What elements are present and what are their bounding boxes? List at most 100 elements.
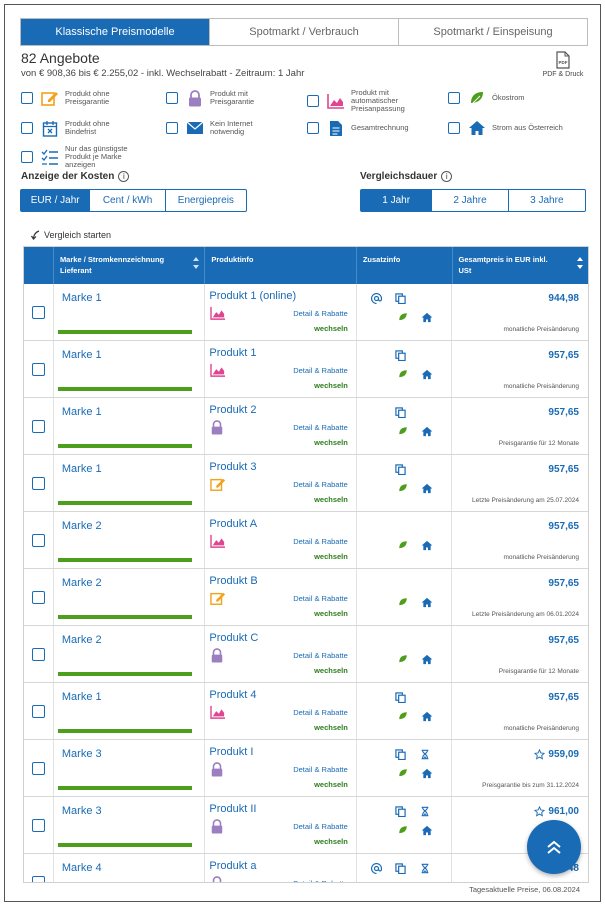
switch-link[interactable]: wechseln — [314, 381, 348, 390]
filter-oekostrom[interactable]: Ökostrom — [448, 89, 588, 107]
detail-rabatte-link[interactable]: Detail & Rabatte — [293, 879, 348, 882]
row-checkbox[interactable] — [31, 419, 45, 433]
filter-no-internet[interactable]: Kein Internet notwendig — [166, 119, 306, 137]
switch-link[interactable]: wechseln — [314, 552, 348, 561]
info-icon[interactable]: i — [441, 171, 453, 182]
brand-name[interactable]: Marke 2 — [61, 577, 102, 589]
brand-name[interactable]: Marke 3 — [61, 805, 102, 817]
checkbox[interactable] — [307, 122, 319, 134]
checkbox[interactable] — [21, 92, 33, 104]
copy-icon — [395, 349, 407, 361]
total-price: 957,65 — [548, 521, 579, 532]
house-icon — [421, 767, 433, 779]
filter-price-guarantee[interactable]: Produkt mit Preisgarantie — [166, 89, 306, 107]
checkbox[interactable] — [166, 122, 178, 134]
scroll-top-button[interactable] — [527, 820, 581, 874]
pricing-model-tabs: Klassische Preismodelle Spotmarkt / Verb… — [20, 18, 588, 46]
option-3-jahre[interactable]: 3 Jahre — [530, 195, 564, 206]
row-checkbox[interactable] — [31, 590, 45, 604]
filter-strom-oesterreich[interactable]: Strom aus Österreich — [448, 119, 588, 137]
brand-name[interactable]: Marke 1 — [61, 406, 102, 418]
detail-rabatte-link[interactable]: Detail & Rabatte — [293, 594, 348, 603]
pdf-print-button[interactable]: PDF PDF & Druck — [535, 51, 591, 78]
product-name[interactable]: Produkt a — [209, 860, 257, 872]
info-icon[interactable]: i — [118, 171, 130, 182]
switch-link[interactable]: wechseln — [314, 438, 348, 447]
product-name[interactable]: Produkt 1 — [209, 347, 257, 359]
sort-icon[interactable] — [577, 256, 584, 270]
detail-rabatte-link[interactable]: Detail & Rabatte — [293, 480, 348, 489]
detail-rabatte-link[interactable]: Detail & Rabatte — [293, 309, 348, 318]
product-name[interactable]: Produkt B — [209, 575, 258, 587]
row-checkbox[interactable] — [31, 362, 45, 376]
option-2-jahre[interactable]: 2 Jahre — [432, 190, 509, 211]
row-checkbox[interactable] — [31, 761, 45, 775]
brand-name[interactable]: Marke 2 — [61, 520, 102, 532]
sort-icon[interactable] — [193, 256, 200, 270]
price-note: monatliche Preisänderung — [503, 554, 579, 561]
row-checkbox[interactable] — [31, 875, 45, 882]
switch-link[interactable]: wechseln — [314, 780, 348, 789]
switch-link[interactable]: wechseln — [314, 495, 348, 504]
row-checkbox[interactable] — [31, 704, 45, 718]
switch-link[interactable]: wechseln — [314, 324, 348, 333]
checkbox[interactable] — [448, 122, 460, 134]
tab-spotmarkt-einspeisung[interactable]: Spotmarkt / Einspeisung — [433, 26, 553, 38]
checkbox[interactable] — [21, 122, 33, 134]
product-name[interactable]: Produkt C — [209, 632, 259, 644]
checkbox[interactable] — [307, 95, 319, 107]
brand-name[interactable]: Marke 4 — [61, 862, 102, 874]
detail-rabatte-link[interactable]: Detail & Rabatte — [293, 651, 348, 660]
detail-rabatte-link[interactable]: Detail & Rabatte — [293, 423, 348, 432]
switch-link[interactable]: wechseln — [314, 723, 348, 732]
row-checkbox[interactable] — [31, 305, 45, 319]
brand-name[interactable]: Marke 2 — [61, 634, 102, 646]
tab-klassische-preismodelle[interactable]: Klassische Preismodelle — [21, 19, 210, 45]
option-energiepreis[interactable]: Energiepreis — [177, 195, 234, 206]
house-icon — [421, 710, 433, 722]
brand-name[interactable]: Marke 1 — [61, 349, 102, 361]
start-compare-button[interactable]: Vergleich starten — [31, 230, 111, 240]
brand-name[interactable]: Marke 1 — [61, 463, 102, 475]
row-checkbox[interactable] — [31, 818, 45, 832]
switch-link[interactable]: wechseln — [314, 609, 348, 618]
brand-name[interactable]: Marke 1 — [61, 292, 102, 304]
price-cell: 48 — [452, 854, 588, 882]
option-1-jahr[interactable]: 1 Jahr — [361, 190, 433, 211]
checkbox[interactable] — [21, 151, 33, 163]
header-brand[interactable]: Marke / Stromkennzeichnung Lieferant — [54, 247, 206, 284]
brand-name[interactable]: Marke 1 — [61, 691, 102, 703]
filter-cheapest-per-brand[interactable]: Nur das günstigste Produkt je Marke anze… — [21, 145, 171, 169]
option-cent-kwh[interactable]: Cent / kWh — [90, 190, 166, 211]
filter-no-price-guarantee[interactable]: Produkt ohne Preisgarantie — [21, 89, 161, 107]
filter-auto-price-adjust[interactable]: Produkt mit automatischer Preisanpassung — [307, 89, 447, 113]
detail-rabatte-link[interactable]: Detail & Rabatte — [293, 765, 348, 774]
row-checkbox[interactable] — [31, 647, 45, 661]
product-name[interactable]: Produkt II — [209, 803, 257, 815]
switch-link[interactable]: wechseln — [314, 666, 348, 675]
checkbox[interactable] — [166, 92, 178, 104]
price-note: monatliche Preisänderung — [503, 725, 579, 732]
row-checkbox[interactable] — [31, 533, 45, 547]
detail-rabatte-link[interactable]: Detail & Rabatte — [293, 366, 348, 375]
product-name[interactable]: Produkt I — [209, 746, 254, 758]
leaf-icon — [397, 311, 409, 323]
product-name[interactable]: Produkt 1 (online) — [209, 290, 297, 302]
detail-rabatte-link[interactable]: Detail & Rabatte — [293, 708, 348, 717]
switch-link[interactable]: wechseln — [314, 837, 348, 846]
filter-gesamtrechnung[interactable]: Gesamtrechnung — [307, 119, 447, 137]
option-eur-jahr[interactable]: EUR / Jahr — [21, 190, 91, 211]
brand-name[interactable]: Marke 3 — [61, 748, 102, 760]
product-name[interactable]: Produkt A — [209, 518, 258, 530]
tab-spotmarkt-verbrauch[interactable]: Spotmarkt / Verbrauch — [210, 19, 399, 45]
detail-rabatte-link[interactable]: Detail & Rabatte — [293, 822, 348, 831]
product-name[interactable]: Produkt 3 — [209, 461, 257, 473]
row-checkbox[interactable] — [31, 476, 45, 490]
product-name[interactable]: Produkt 4 — [209, 689, 257, 701]
price-cell: 957,65 monatliche Preisänderung — [452, 512, 588, 568]
detail-rabatte-link[interactable]: Detail & Rabatte — [293, 537, 348, 546]
product-name[interactable]: Produkt 2 — [209, 404, 257, 416]
header-price[interactable]: Gesamtpreis in EUR inkl. USt — [453, 247, 588, 284]
filter-no-binding[interactable]: Produkt ohne Bindefrist — [21, 119, 161, 137]
checkbox[interactable] — [448, 92, 460, 104]
